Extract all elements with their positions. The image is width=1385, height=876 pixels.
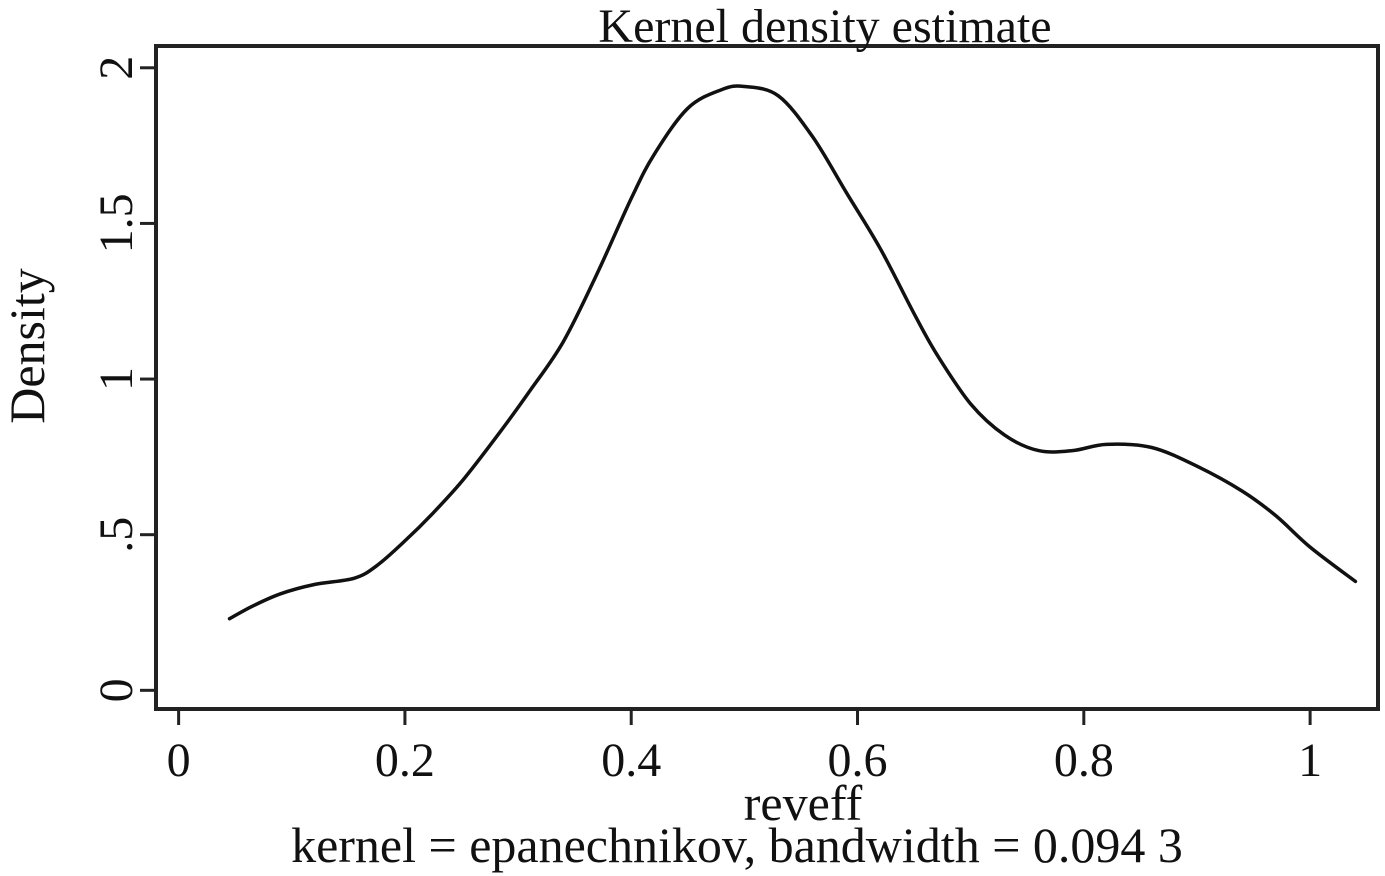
x-tick-label: 0.8 — [1054, 734, 1114, 787]
y-tick-label: 1 — [90, 367, 143, 391]
x-tick-label: 1 — [1298, 734, 1322, 787]
kernel-note: kernel = epanechnikov, bandwidth = 0.094… — [291, 817, 1183, 873]
y-axis: 0 .5 1 1.5 2 — [90, 56, 156, 702]
x-tick-label: 0 — [167, 734, 191, 787]
x-axis-title: reveff — [744, 775, 863, 831]
x-tick-label: 0.4 — [601, 734, 661, 787]
x-tick-label: 0.6 — [828, 734, 888, 787]
chart-title: Kernel density estimate — [598, 0, 1051, 53]
x-axis: 0 0.2 0.4 0.6 0.8 1 — [167, 709, 1322, 787]
y-axis-title: Density — [0, 268, 55, 424]
plot-frame — [154, 44, 1380, 711]
density-series-line — [227, 84, 1358, 621]
y-tick-label: 0 — [90, 678, 143, 702]
y-tick-label: 2 — [90, 56, 143, 80]
y-tick-label: 1.5 — [90, 193, 143, 253]
x-tick-label: 0.2 — [375, 734, 435, 787]
y-tick-label: .5 — [90, 517, 143, 553]
